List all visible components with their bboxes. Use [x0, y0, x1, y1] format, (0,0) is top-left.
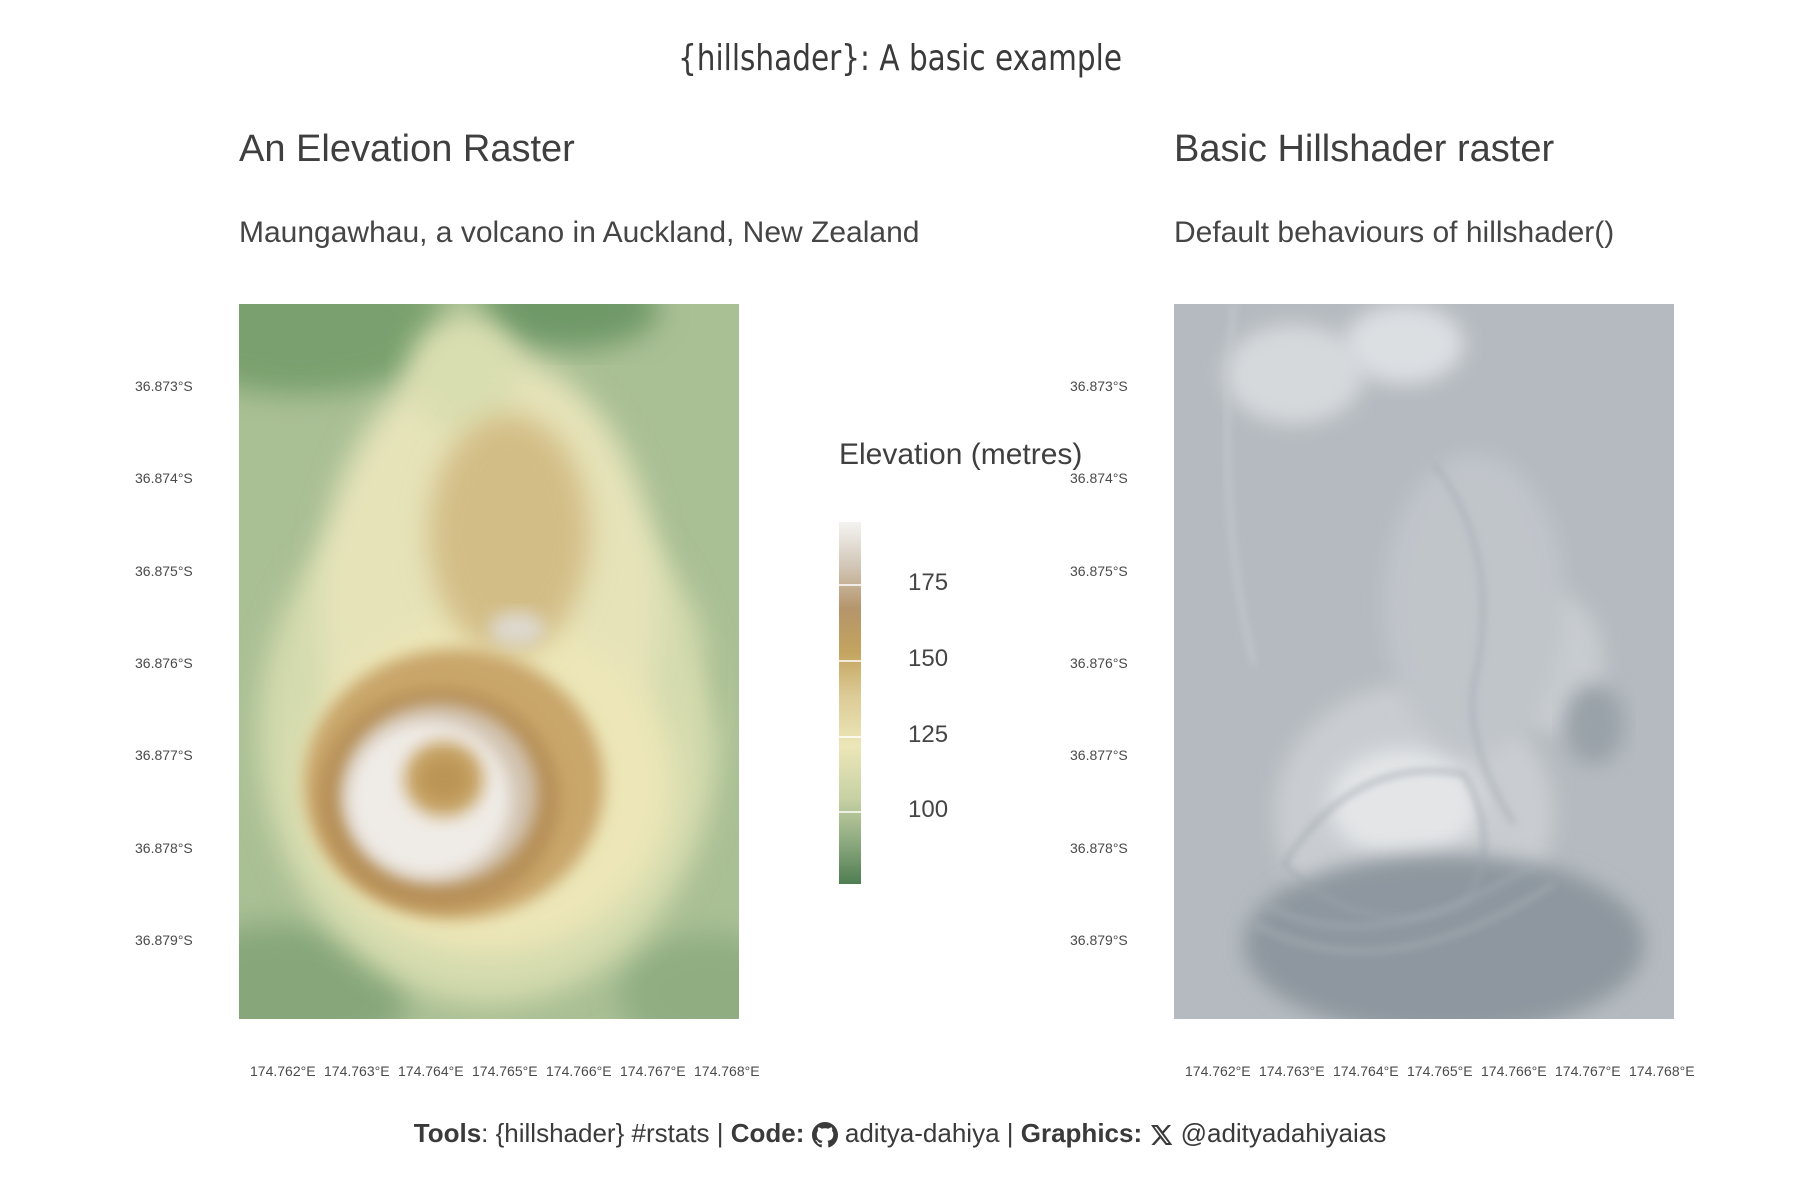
right-y-tick: 36.878°S: [1070, 840, 1128, 856]
left-y-tick: 36.873°S: [135, 378, 193, 394]
code-label: Code:: [730, 1118, 805, 1148]
right-panel-title: Basic Hillshader raster: [1174, 128, 1555, 170]
right-y-tick: 36.873°S: [1070, 378, 1128, 394]
left-x-tick: 174.766°E: [546, 1063, 612, 1079]
right-panel-subtitle: Default behaviours of hillshader(): [1174, 216, 1615, 249]
left-y-tick: 36.876°S: [135, 655, 193, 671]
left-x-tick: 174.762°E: [250, 1063, 316, 1079]
chart-title: {hillshader}: A basic example: [677, 38, 1123, 79]
tools-text: {hillshader} #rstats: [495, 1118, 710, 1148]
left-y-tick: 36.878°S: [135, 840, 193, 856]
x-logo-icon: [1149, 1123, 1173, 1147]
left-y-tick: 36.874°S: [135, 470, 193, 486]
legend-colorbar: [839, 522, 861, 884]
right-y-tick: 36.877°S: [1070, 747, 1128, 763]
legend-label: 150: [908, 645, 949, 672]
legend-title: Elevation (metres): [839, 438, 1083, 471]
graphics-label: Graphics:: [1020, 1118, 1143, 1148]
right-y-tick: 36.874°S: [1070, 470, 1128, 486]
right-x-tick: 174.762°E: [1185, 1063, 1251, 1079]
graphics-handle: @adityadahiyaias: [1180, 1118, 1387, 1148]
legend-label: 100: [908, 796, 949, 823]
legend-label: 125: [908, 721, 949, 748]
left-y-tick: 36.879°S: [135, 932, 193, 948]
left-x-tick: 174.764°E: [398, 1063, 464, 1079]
caption: Tools: {hillshader} #rstats | Code: adit…: [413, 1118, 1387, 1148]
right-x-tick: 174.765°E: [1407, 1063, 1473, 1079]
right-y-tick: 36.876°S: [1070, 655, 1128, 671]
left-y-tick: 36.875°S: [135, 563, 193, 579]
left-panel-subtitle: Maungawhau, a volcano in Auckland, New Z…: [239, 216, 920, 249]
hillshade-raster: [1174, 304, 1674, 1019]
right-x-tick: 174.767°E: [1555, 1063, 1621, 1079]
right-x-tick: 174.768°E: [1629, 1063, 1695, 1079]
github-icon: [811, 1122, 838, 1148]
left-panel-title: An Elevation Raster: [239, 128, 575, 170]
tools-label: Tools: [413, 1118, 482, 1148]
left-x-tick: 174.768°E: [694, 1063, 760, 1079]
right-x-tick: 174.763°E: [1259, 1063, 1325, 1079]
legend-label: 175: [908, 569, 949, 596]
elevation-raster: [239, 304, 739, 1019]
right-x-tick: 174.766°E: [1481, 1063, 1547, 1079]
right-x-tick: 174.764°E: [1333, 1063, 1399, 1079]
left-x-tick: 174.767°E: [620, 1063, 686, 1079]
left-x-tick: 174.763°E: [324, 1063, 390, 1079]
code-handle: aditya-dahiya: [844, 1118, 1000, 1148]
left-y-tick: 36.877°S: [135, 747, 193, 763]
right-y-tick: 36.875°S: [1070, 563, 1128, 579]
right-y-tick: 36.879°S: [1070, 932, 1128, 948]
left-x-tick: 174.765°E: [472, 1063, 538, 1079]
